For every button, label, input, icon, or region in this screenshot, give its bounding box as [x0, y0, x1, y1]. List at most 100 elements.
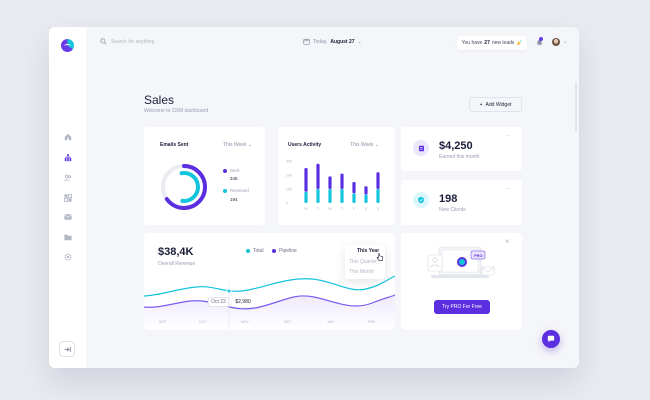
- chevron-down-icon: ⌄: [357, 38, 362, 45]
- notification-bell-icon[interactable]: [536, 39, 543, 46]
- pro-badge: PRO: [474, 253, 483, 258]
- hover-point[interactable]: [226, 288, 232, 294]
- revenue-period-menu: This Year This Quarter This Month: [345, 245, 385, 279]
- search-bar[interactable]: Search for anything: [100, 38, 154, 45]
- emails-period-dropdown[interactable]: This Week ⌄: [223, 142, 252, 148]
- earned-value: $4,250: [439, 140, 473, 152]
- x-tick-label: W: [328, 207, 332, 211]
- collapse-sidebar-button[interactable]: [59, 341, 75, 357]
- try-pro-button[interactable]: Try PRO For Free: [434, 300, 490, 314]
- sent-value: 345: [230, 176, 238, 181]
- more-icon[interactable]: ···: [506, 133, 511, 139]
- plus-icon: +: [479, 101, 483, 108]
- y-tick-label: 30K: [286, 160, 293, 164]
- activity-bar[interactable]: [376, 189, 380, 203]
- top-bar: Search for anything Today, August 27 ⌄ Y…: [86, 27, 579, 59]
- sent-label: Sent: [230, 168, 240, 173]
- activity-bar[interactable]: [340, 189, 344, 203]
- emails-period-label: This Week: [223, 142, 247, 148]
- x-tick-label: S: [365, 207, 368, 211]
- collapse-icon: [64, 346, 71, 352]
- chevron-down-icon[interactable]: ⌄: [563, 39, 568, 45]
- revenue-label: Overall Revenue: [158, 261, 196, 267]
- sidebar-item-sales[interactable]: [63, 153, 72, 162]
- received-label: Received: [230, 188, 249, 193]
- sent-legend-dot: [223, 169, 227, 173]
- activity-period-dropdown[interactable]: This Week ⌄: [350, 142, 379, 148]
- search-icon: [100, 38, 107, 45]
- chat-button[interactable]: [542, 330, 560, 348]
- sidebar-item-users[interactable]: [63, 173, 72, 182]
- page-title: Sales: [144, 93, 175, 107]
- calendar-icon: [303, 38, 310, 45]
- activity-bar[interactable]: [352, 182, 356, 194]
- x-tick-label: S: [377, 207, 380, 211]
- x-label-dec: DEC: [284, 320, 292, 324]
- activity-bar[interactable]: [304, 168, 308, 192]
- tooltip-date: Oct 22: [208, 297, 229, 307]
- app-window: Search for anything Today, August 27 ⌄ Y…: [49, 27, 579, 368]
- badge-icon: [418, 196, 424, 204]
- notification-badge: [539, 37, 543, 41]
- sidebar-item-mail[interactable]: [63, 212, 72, 221]
- tooltip-value: $2,980: [232, 297, 254, 307]
- emails-card-title: Emails Sent: [160, 142, 189, 148]
- avatar[interactable]: [552, 38, 560, 46]
- activity-bar[interactable]: [328, 176, 332, 189]
- page-subtitle: Welcome to CRM dashboard: [144, 108, 209, 114]
- x-tick-label: T: [317, 207, 320, 211]
- cursor-hand-icon: [376, 253, 384, 261]
- date-value: August 27: [330, 38, 355, 45]
- sidebar: [49, 27, 86, 368]
- donut-received-arc: [168, 171, 200, 203]
- leads-suffix: new leads: [491, 40, 515, 46]
- sidebar-item-settings[interactable]: [63, 252, 72, 261]
- activity-bar[interactable]: [376, 172, 380, 189]
- logo[interactable]: [61, 39, 74, 52]
- date-picker[interactable]: Today, August 27 ⌄: [303, 38, 362, 45]
- date-prefix: Today,: [313, 38, 328, 45]
- activity-bar[interactable]: [328, 189, 332, 203]
- folder-icon: [63, 234, 72, 240]
- pipeline-legend-label: Pipeline: [279, 248, 297, 254]
- activity-bar[interactable]: [364, 186, 368, 195]
- users-icon: [63, 174, 71, 181]
- promo-card: × PRO: [401, 233, 522, 330]
- revenue-line-chart: [144, 275, 395, 330]
- y-tick-label: 20K: [286, 174, 293, 178]
- more-icon[interactable]: ···: [506, 186, 511, 192]
- x-label-sep: SEP: [159, 320, 167, 324]
- add-widget-button[interactable]: + Add Widget: [469, 97, 522, 112]
- scrollbar[interactable]: [575, 82, 577, 132]
- x-label-nov: NOV: [241, 320, 249, 324]
- earned-card: $4,250 Earned this month ···: [401, 127, 522, 171]
- donut-sent-arc: [161, 164, 207, 210]
- period-option-quarter[interactable]: This Quarter: [349, 259, 377, 265]
- users-activity-bar-chart: 30K 20K 10K 0 M T W T F S S: [286, 160, 380, 212]
- activity-bar[interactable]: [316, 163, 320, 189]
- activity-bar[interactable]: [352, 193, 356, 203]
- earned-icon-wrap: [413, 140, 429, 156]
- clients-icon-wrap: [413, 192, 429, 208]
- clients-label: New Clients: [439, 207, 466, 213]
- mail-icon: [63, 213, 72, 220]
- activity-bar[interactable]: [316, 189, 320, 203]
- chevron-down-icon: ⌄: [374, 142, 380, 148]
- activity-bar[interactable]: [304, 191, 308, 203]
- leads-count: 27: [484, 40, 490, 46]
- clients-value: 198: [439, 193, 458, 205]
- activity-bar[interactable]: [364, 194, 368, 203]
- leads-notice[interactable]: You have 27 new leads: [457, 36, 527, 50]
- period-option-year[interactable]: This Year: [357, 248, 380, 254]
- leads-prefix: You have: [461, 40, 483, 46]
- search-input[interactable]: Search for anything: [111, 38, 155, 45]
- sidebar-item-files[interactable]: [63, 232, 72, 241]
- add-widget-label: Add Widget: [485, 101, 512, 108]
- period-option-month[interactable]: This Month: [349, 269, 374, 275]
- close-icon[interactable]: ×: [505, 237, 510, 246]
- chevron-down-icon: ⌄: [247, 142, 253, 148]
- activity-bar[interactable]: [340, 173, 344, 189]
- laptop-illustration: [427, 246, 495, 278]
- sidebar-item-home[interactable]: [63, 132, 72, 141]
- sidebar-item-widgets[interactable]: [63, 193, 72, 202]
